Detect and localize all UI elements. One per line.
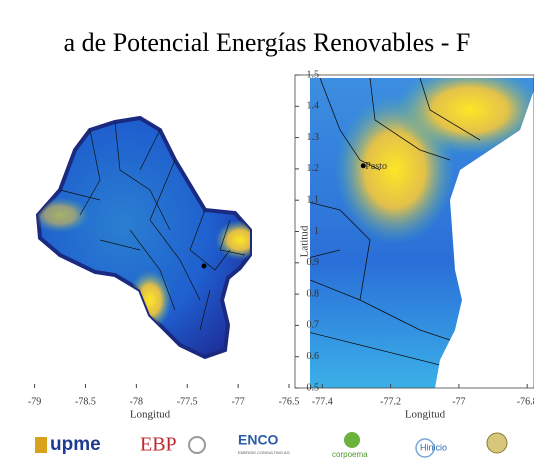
y-tick-label: 0.7 [307, 320, 320, 331]
x-axis-label: Longitud [130, 409, 171, 421]
y-tick-label: 1.1 [307, 194, 320, 205]
x-tick-label: -78 [130, 396, 143, 407]
y-tick-label: 1 [314, 226, 319, 237]
x-tick-label: -77.4 [312, 396, 333, 407]
y-axis-label: Latitud [299, 225, 311, 257]
x-tick-label: -76.5 [279, 396, 300, 407]
x-tick-label: -76.8 [517, 396, 534, 407]
y-tick-label: 1.5 [307, 69, 320, 80]
y-tick-label: 1.4 [307, 101, 320, 112]
logo-corpoema: corpoema [332, 450, 368, 459]
x-tick-label: -77 [452, 396, 465, 407]
y-tick-label: 0.9 [307, 257, 320, 268]
logo-ebp: EBP [140, 434, 177, 456]
right-map [294, 74, 534, 389]
y-tick-label: 1.3 [307, 132, 320, 143]
slide-title: a de Potencial Energías Renovables - F [64, 28, 471, 57]
x-tick-label: -77.5 [177, 396, 198, 407]
x-tick-label: -77 [231, 396, 244, 407]
x-tick-label: -79 [28, 396, 41, 407]
left-map [35, 115, 252, 360]
annotation-point [360, 163, 366, 169]
logo-hinicio: Hinicio [420, 442, 447, 452]
x-tick-label: -78.5 [75, 396, 96, 407]
y-tick-label: 0.6 [307, 351, 320, 362]
y-tick-label: 1.2 [307, 163, 320, 174]
x-tick-label: -77.2 [380, 396, 401, 407]
logo-row: upme EBP ENCO ENERGIE CONSULTING AG corp… [35, 432, 508, 459]
annotation-label: Pasto [365, 161, 387, 172]
logo-enco-sub: ENERGIE CONSULTING AG [238, 450, 290, 455]
x-axis-label: Longitud [405, 409, 446, 421]
y-tick-label: 0.8 [307, 288, 320, 299]
logo-upme: upme [50, 434, 101, 455]
y-tick-label: 0.5 [307, 382, 320, 393]
logo-enco: ENCO [238, 432, 279, 448]
